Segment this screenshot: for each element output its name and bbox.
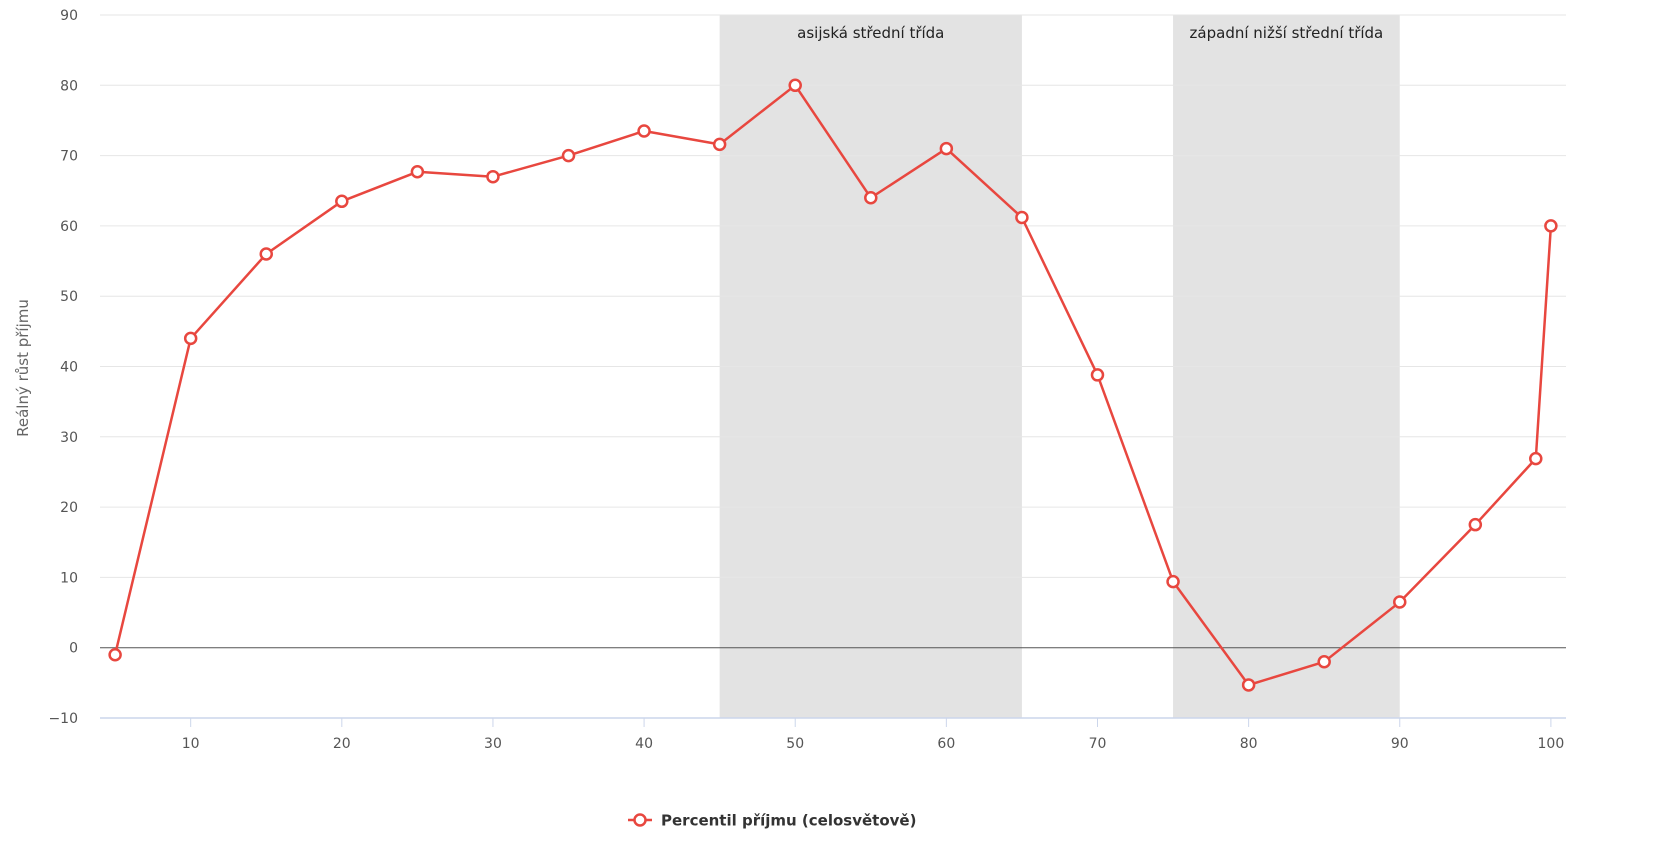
gridlines <box>100 14 1566 578</box>
data-point[interactable] <box>486 169 500 184</box>
data-point[interactable] <box>712 137 727 152</box>
x-tick-label: 20 <box>333 736 351 752</box>
data-point[interactable] <box>788 78 802 93</box>
data-point[interactable] <box>183 331 198 346</box>
band-label: západní nižší střední třída <box>1190 24 1384 42</box>
y-tick-label: 90 <box>60 8 78 24</box>
data-point[interactable] <box>637 124 651 138</box>
y-tick-label: −10 <box>48 711 78 727</box>
data-point[interactable] <box>1317 655 1331 669</box>
x-tick-label: 50 <box>786 736 804 752</box>
data-point[interactable] <box>1166 574 1180 589</box>
data-point[interactable] <box>108 647 122 662</box>
data-point[interactable] <box>410 165 425 179</box>
y-tick-label: 70 <box>60 149 78 165</box>
data-point[interactable] <box>561 148 576 163</box>
data-point[interactable] <box>1468 517 1483 532</box>
data-point[interactable] <box>1393 595 1407 609</box>
series <box>108 78 1558 692</box>
x-tick-label: 60 <box>937 736 955 752</box>
x-tick-label: 70 <box>1089 736 1107 752</box>
legend[interactable]: Percentil příjmu (celosvětově) <box>628 812 916 830</box>
y-tick-label: 40 <box>60 360 78 376</box>
legend-label[interactable]: Percentil příjmu (celosvětově) <box>661 812 916 830</box>
band-label: asijská střední třída <box>797 24 944 42</box>
data-point[interactable] <box>335 194 349 209</box>
data-point[interactable] <box>939 141 954 156</box>
band-labels: asijská střední třída západní nižší střed… <box>797 24 1383 42</box>
y-tick-label: 0 <box>69 641 78 657</box>
x-tick-label: 40 <box>635 736 653 752</box>
data-point[interactable] <box>1241 678 1256 692</box>
y-tick-label: 30 <box>60 430 78 446</box>
y-tick-label: 20 <box>60 500 78 516</box>
x-tick-label: 100 <box>1538 736 1565 752</box>
y-tick-label: 80 <box>60 78 78 94</box>
y-tick-label: 50 <box>60 289 78 305</box>
x-tick-label: 80 <box>1240 736 1258 752</box>
data-point[interactable] <box>1529 451 1543 466</box>
y-tick-label: 10 <box>60 570 78 586</box>
axes <box>100 647 1566 727</box>
legend-marker-symbol <box>633 813 647 827</box>
x-tick-label: 30 <box>484 736 502 752</box>
data-point[interactable] <box>1544 219 1558 233</box>
x-tick-label: 90 <box>1391 736 1409 752</box>
y-axis-title: Reálný růst příjmu <box>14 299 32 437</box>
data-point[interactable] <box>259 247 273 261</box>
tick-labels: −10 0 10 20 30 40 50 60 70 80 90 10 20 30 40 50 60 70 80 90… <box>48 8 1564 752</box>
data-point[interactable] <box>1090 368 1105 382</box>
y-tick-label: 60 <box>60 219 78 235</box>
x-tick-label: 10 <box>182 736 200 752</box>
data-point[interactable] <box>864 191 878 205</box>
data-point[interactable] <box>1015 210 1029 225</box>
